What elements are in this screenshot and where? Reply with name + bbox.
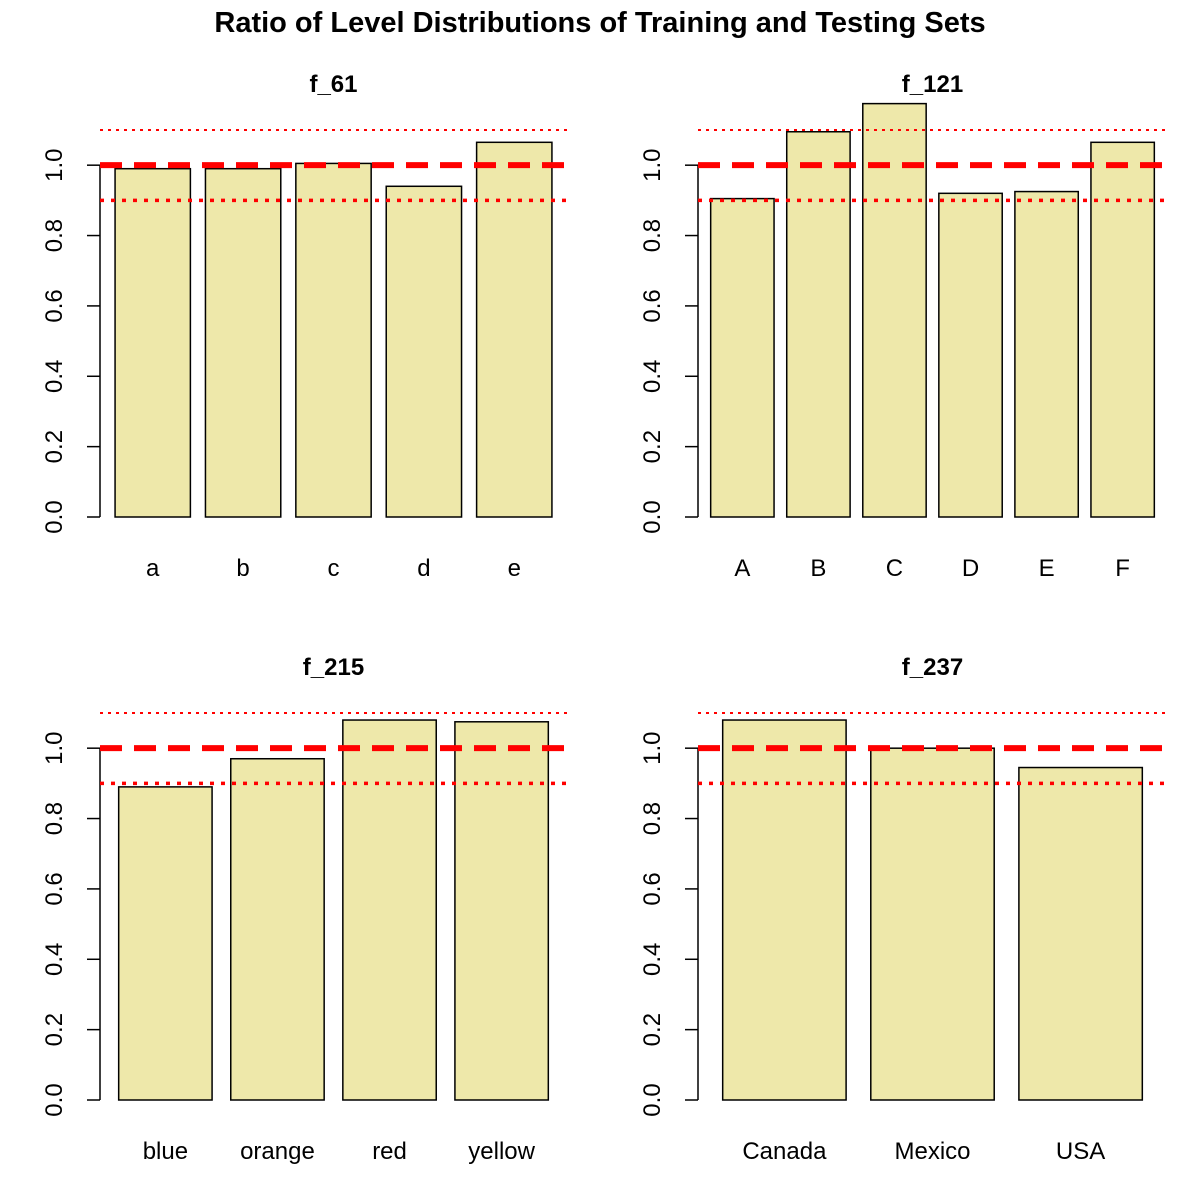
category-label: d — [417, 555, 430, 582]
y-tick-label: 0.0 — [639, 500, 666, 533]
y-tick-label: 0.4 — [41, 943, 68, 976]
category-label: Canada — [742, 1138, 827, 1165]
bar-A — [709, 197, 775, 518]
category-label: B — [810, 555, 826, 582]
y-tick-label: 1.0 — [639, 148, 666, 181]
category-label: red — [372, 1138, 407, 1165]
y-tick-label: 0.6 — [41, 289, 68, 322]
y-tick-label: 1.0 — [41, 731, 68, 764]
y-tick-label: 1.0 — [41, 148, 68, 181]
bar-B — [785, 131, 851, 518]
y-tick-label: 0.4 — [639, 360, 666, 393]
panel-title: f_121 — [902, 71, 963, 98]
bar-d — [385, 185, 463, 518]
category-label: A — [734, 555, 750, 582]
category-label: a — [146, 555, 160, 582]
chart-panel-f-237: f_237 Canada Mexico USA 0.0 0.2 0.4 0.6 0.8 1.0 — [639, 654, 1167, 1165]
y-tick-label: 0.2 — [639, 1013, 666, 1046]
y-tick-label: 0.0 — [41, 500, 68, 533]
category-label: b — [236, 555, 249, 582]
bar-b — [204, 167, 282, 518]
category-label: E — [1039, 555, 1055, 582]
y-tick-label: 0.8 — [639, 219, 666, 252]
category-label: yellow — [468, 1138, 535, 1165]
y-tick-label: 0.0 — [41, 1083, 68, 1116]
category-label: USA — [1056, 1138, 1105, 1165]
bar-yellow — [454, 721, 550, 1101]
y-tick-label: 0.6 — [639, 289, 666, 322]
bar-E — [1014, 190, 1080, 518]
y-tick-label: 0.2 — [41, 1013, 68, 1046]
y-tick-label: 0.2 — [639, 430, 666, 463]
figure-title: Ratio of Level Distributions of Training… — [214, 7, 985, 39]
category-label: F — [1115, 555, 1130, 582]
bar-e — [475, 141, 553, 518]
panel-title: f_61 — [309, 71, 357, 98]
bar-red — [342, 719, 437, 1101]
category-label: D — [962, 555, 979, 582]
bar-c — [295, 162, 372, 518]
y-tick-label: 0.4 — [41, 360, 68, 393]
y-tick-label: 0.8 — [41, 802, 68, 835]
category-label: orange — [240, 1138, 315, 1165]
bar-USA — [1018, 766, 1144, 1101]
bar-Mexico — [870, 747, 995, 1101]
y-tick-label: 0.8 — [639, 802, 666, 835]
y-tick-label: 0.2 — [41, 430, 68, 463]
category-label: e — [508, 555, 521, 582]
bar-D — [938, 192, 1003, 518]
y-tick-label: 0.6 — [41, 872, 68, 905]
bar-Canada — [721, 719, 847, 1101]
y-tick-label: 0.8 — [41, 219, 68, 252]
category-label: blue — [143, 1138, 188, 1165]
category-label: c — [328, 555, 340, 582]
bar-C — [862, 102, 927, 518]
bar-a — [114, 167, 192, 518]
panel-title: f_215 — [303, 654, 364, 681]
chart-panel-f-61: f_61a b c d e 0.0 0.2 0.4 0.6 0.8 1.0 — [41, 71, 567, 582]
category-label: C — [886, 555, 903, 582]
y-tick-label: 0.6 — [639, 872, 666, 905]
bar-F — [1090, 141, 1156, 518]
y-tick-label: 0.0 — [639, 1083, 666, 1116]
bar-orange — [230, 757, 325, 1101]
panel-title: f_237 — [902, 654, 963, 681]
y-tick-label: 1.0 — [639, 731, 666, 764]
y-tick-label: 0.4 — [639, 943, 666, 976]
chart-panel-f-121: f_121 A B C D E F 0.0 0.2 0.4 0.6 0.8 1.0 — [639, 71, 1167, 582]
category-label: Mexico — [894, 1138, 970, 1165]
bar-blue — [117, 786, 213, 1101]
